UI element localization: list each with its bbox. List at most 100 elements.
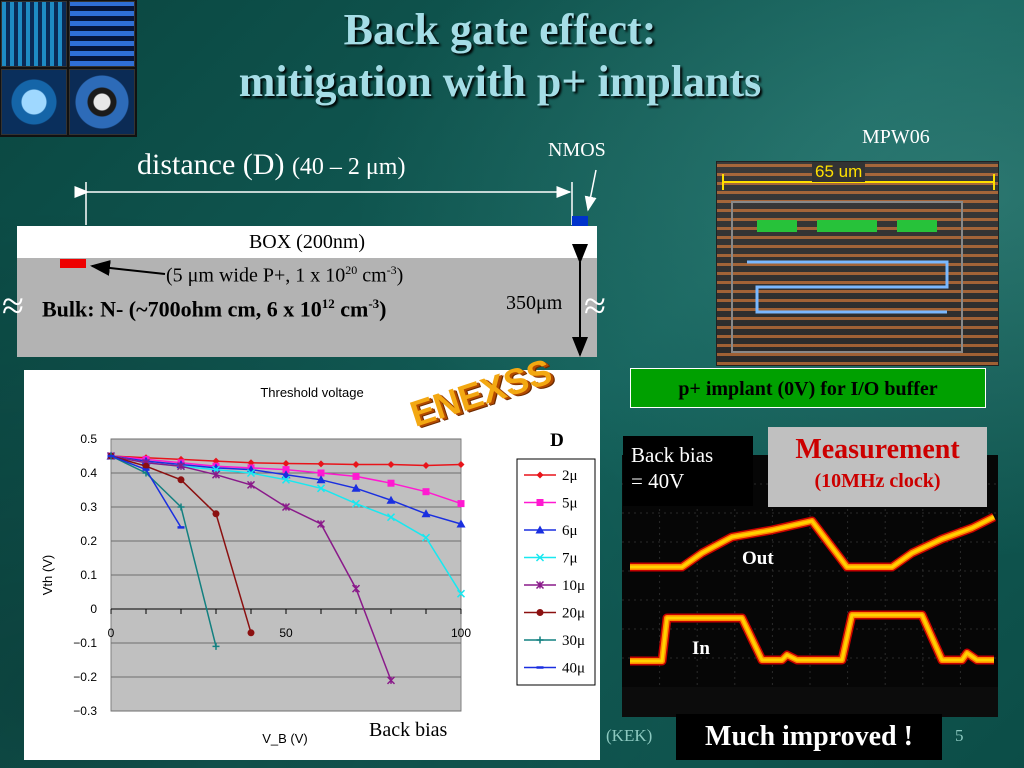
nmos-arrow	[584, 169, 597, 212]
out-trace	[630, 514, 996, 570]
data-point	[177, 476, 185, 484]
y-tick-label: 0.1	[80, 568, 97, 582]
legend-title: D	[550, 430, 564, 451]
data-point	[387, 479, 395, 487]
slide-title: Back gate effect: mitigation with p+ imp…	[150, 4, 850, 108]
implant-label-box: p+ implant (0V) for I/O buffer	[630, 368, 986, 408]
measurement-box: Measurement (10MHz clock)	[768, 427, 987, 507]
p-plus-implant	[60, 259, 86, 268]
data-point	[386, 676, 396, 685]
data-point	[177, 503, 185, 511]
nmos-label: NMOS	[548, 139, 606, 161]
data-point	[422, 462, 430, 470]
legend-label: 6μ	[562, 523, 578, 539]
y-tick-label: 0.5	[80, 432, 97, 446]
box-oxide-layer: BOX (200nm)	[17, 226, 597, 258]
data-point	[247, 629, 255, 637]
bulk-substrate	[17, 258, 597, 357]
data-point	[535, 553, 545, 562]
data-point	[281, 502, 291, 512]
data-point	[536, 471, 544, 479]
back-bias-box: Back bias = 40V	[623, 436, 753, 506]
legend-label: 2μ	[562, 468, 578, 484]
data-point	[422, 488, 430, 496]
layout-scale: 65 um	[812, 162, 866, 182]
data-point	[351, 483, 361, 492]
scope-status-bar	[622, 687, 998, 717]
legend-label: 7μ	[562, 551, 578, 567]
legend-box	[516, 458, 596, 686]
data-point	[386, 513, 396, 522]
chip-thumbnail-4	[69, 69, 135, 135]
distance-label: distance (D) (40 – 2 μm)	[137, 148, 406, 181]
chip-thumbnail-3	[1, 69, 67, 135]
legend-label: 40μ	[562, 661, 585, 677]
data-point	[246, 468, 256, 478]
data-point	[142, 462, 150, 470]
data-point	[282, 466, 290, 474]
threshold-chart: 0.5 0.4 0.3 0.2 0.1 0 −0.1 −0.2 −0.3 0 50 100 Thresh…	[24, 370, 600, 760]
data-point	[317, 460, 325, 468]
data-point	[456, 589, 466, 598]
y-tick-label: −0.1	[73, 636, 97, 650]
chart-title: Threshold voltage	[260, 385, 363, 400]
data-point	[535, 580, 545, 590]
chip-thumbnail-1	[1, 1, 67, 67]
data-point	[421, 509, 431, 518]
threshold-chart-svg: 0.5 0.4 0.3 0.2 0.1 0 −0.1 −0.2 −0.3 0 50 100 Thresh…	[40, 385, 596, 746]
in-label: In	[692, 638, 710, 659]
x-tick-label: 100	[451, 626, 471, 640]
data-point	[351, 499, 361, 508]
data-point	[281, 475, 291, 484]
out-label: Out	[742, 548, 774, 569]
legend-label: 10μ	[562, 578, 585, 594]
data-point	[212, 510, 220, 518]
data-point	[421, 533, 431, 542]
data-point	[536, 636, 544, 644]
data-point	[386, 495, 396, 504]
data-point	[351, 584, 361, 593]
footer-kek: (KEK)	[606, 726, 653, 745]
data-point	[212, 457, 220, 465]
series-line-6	[110, 455, 217, 647]
x-tick-label: 0	[108, 626, 115, 640]
data-point	[352, 472, 360, 480]
out-trace	[630, 515, 995, 569]
box-label: BOX (200nm)	[248, 231, 366, 253]
data-point	[536, 609, 544, 616]
chip-thumbnail-2	[69, 1, 135, 67]
break-symbol-left: ≈	[2, 283, 24, 328]
data-point	[387, 461, 395, 468]
y-tick-label: −0.3	[73, 704, 97, 718]
result-label: Much improved !	[676, 714, 942, 760]
nmos-transistor	[572, 216, 588, 226]
in-trace	[630, 613, 994, 663]
chip-thumbnails	[0, 0, 137, 137]
data-point	[317, 469, 325, 477]
legend-label: 30μ	[562, 633, 585, 649]
x-tick-label: 50	[279, 626, 293, 640]
layout-image: 65 um	[716, 161, 999, 366]
data-point	[316, 475, 326, 484]
title-line-1: Back gate effect:	[343, 5, 657, 54]
distance-range: (40 – 2 μm)	[291, 154, 406, 180]
data-point	[212, 642, 220, 650]
x-axis-label: V_B (V)	[262, 731, 308, 746]
y-tick-label: 0.3	[80, 500, 97, 514]
thickness-label: 350μm	[506, 292, 563, 314]
data-point	[352, 461, 360, 468]
data-point	[282, 459, 290, 467]
back-bias-annotation: Back bias	[369, 719, 448, 741]
data-point	[281, 470, 291, 479]
measurement-title: Measurement	[795, 434, 960, 465]
data-point	[456, 519, 466, 528]
y-tick-label: 0.2	[80, 534, 97, 548]
data-point	[246, 480, 256, 489]
data-point	[211, 470, 221, 479]
oscilloscope-traces	[622, 455, 998, 717]
legend-label: 5μ	[562, 496, 578, 512]
page-number: 5	[955, 726, 964, 745]
y-tick-label: −0.2	[73, 670, 97, 684]
legend-label: 20μ	[562, 606, 585, 622]
